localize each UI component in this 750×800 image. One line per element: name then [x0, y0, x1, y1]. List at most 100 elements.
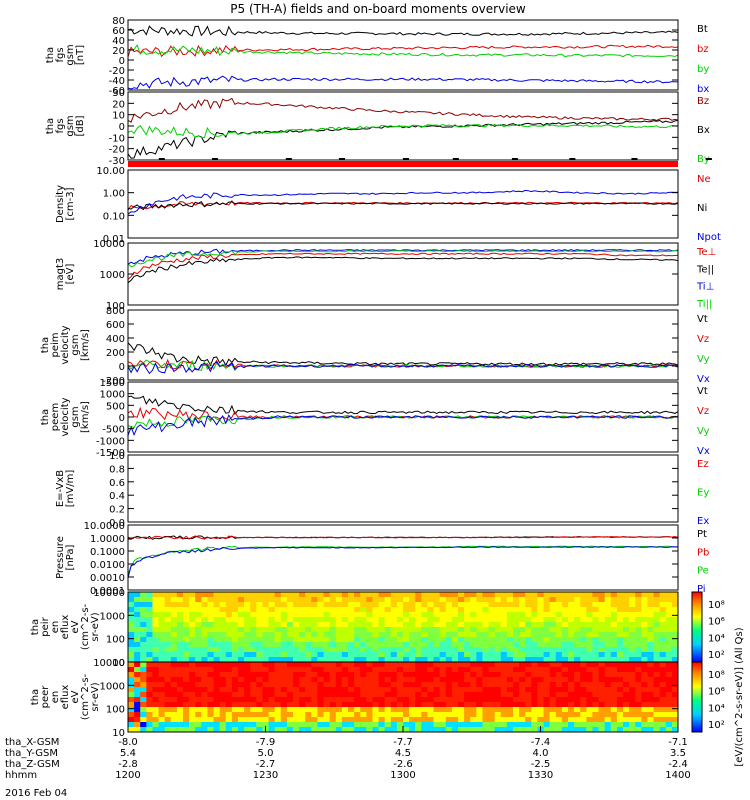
status-mark [285, 158, 292, 160]
panel-5: 800 600 400 200 0 -200 tha peim velocity gsm [km/s… [40, 306, 710, 387]
x-row-label: tha_X-GSM [5, 737, 59, 748]
colorbar-label: [eV/(cm^2-s-sr-eV)] (All Qs) [734, 627, 745, 766]
series-Bx [128, 119, 678, 159]
y-axis-label: Density [55, 185, 66, 223]
y-axis-label: E=-VxB [55, 470, 66, 507]
y-axis-label: (cm^2-s- [80, 603, 91, 650]
date-label: 2016 Feb 04 [5, 788, 67, 799]
y-axis-label: peir [40, 616, 51, 636]
series-bx [128, 75, 678, 90]
legend-bz: bz [697, 44, 709, 55]
series-lines [128, 248, 678, 284]
y-axis-label: gsm [70, 406, 81, 427]
legend-Ey: Ey [697, 488, 709, 499]
y-tick-label: 1000 [100, 611, 125, 622]
x-tick-label: 5.4 [120, 748, 136, 759]
series-Ti|| [128, 250, 678, 268]
y-axis-label: [nT] [75, 45, 86, 65]
y-tick-label: 0.0 [109, 518, 125, 529]
y-axis-label: sr-eV) [90, 612, 101, 641]
y-tick-label: 0 [119, 413, 125, 424]
series-Te|| [128, 256, 678, 284]
legend-Ti⊥: Ti⊥ [696, 282, 714, 293]
series-Bt [128, 25, 678, 37]
y-axis-label: peim [50, 332, 61, 357]
legend-Ni: Ni [697, 203, 707, 214]
y-tick-label: 40 [112, 36, 125, 47]
legend-Vx: Vx [697, 374, 710, 385]
series-lines [128, 395, 678, 437]
y-axis-label: [dB] [75, 115, 86, 136]
y-axis-label: tha [40, 409, 51, 425]
y-axis-label: eflux [60, 685, 71, 710]
y-axis-label: eflux [60, 615, 71, 640]
legend-Vt: Vt [697, 314, 708, 325]
legend-Te||: Te|| [696, 264, 714, 275]
x-tick-label: -2.6 [393, 759, 413, 770]
legend-Pi: Pi [697, 584, 706, 595]
panel-frame [127, 524, 679, 591]
y-axis-label: [mV/m] [65, 470, 76, 508]
series-lines [128, 342, 678, 375]
x-tick-label: 5.0 [258, 748, 274, 759]
series-bz [128, 44, 678, 58]
legend-Vx: Vx [697, 446, 710, 457]
y-tick-label: 0.8 [109, 464, 125, 475]
series-Npot [128, 189, 678, 215]
status-mark [631, 158, 638, 160]
legend-Vy: Vy [697, 426, 710, 437]
x-row-label: hhmm [5, 770, 37, 781]
panel-8: 10.0000 1.0000 0.1000 0.0100 0.0010 0.0001 Pre… [55, 521, 709, 597]
y-tick-label: -40 [109, 76, 125, 87]
x-tick-label: 1400 [665, 770, 690, 781]
legend-Te⊥: Te⊥ [696, 247, 716, 258]
legend-Vy: Vy [697, 354, 710, 365]
x-tick-label: 1200 [115, 770, 140, 781]
x-tick-label: 1330 [528, 770, 553, 781]
y-tick-label: 10.0000 [84, 521, 125, 532]
legend-Pe: Pe [697, 566, 709, 577]
y-axis-label: peer [40, 685, 51, 709]
series-Pb [128, 535, 678, 540]
y-tick-label: 20 [112, 46, 125, 57]
y-tick-label: 800 [106, 306, 125, 317]
y-axis-label: tha [45, 118, 56, 134]
status-mark [705, 158, 712, 160]
colorbar-scale [691, 661, 703, 733]
legend-Pb: Pb [697, 547, 709, 558]
status-mark [338, 158, 345, 160]
y-tick-label: -60 [109, 86, 125, 97]
x-axis: tha_X-GSM -8.0 -7.9 -7.7 -7.4 -7.1 tha_Y-GSM 5.… [5, 726, 691, 781]
x-tick-label: -8.0 [118, 737, 138, 748]
y-axis-label: tha [30, 689, 41, 705]
x-tick-label: -7.1 [668, 737, 688, 748]
x-row-label: tha_Y-GSM [5, 748, 58, 759]
status-mark [158, 158, 165, 160]
legend-bx: bx [697, 84, 709, 95]
y-axis-label: [nPa] [65, 544, 76, 570]
status-mark [511, 158, 518, 160]
y-tick-label: 0 [119, 122, 125, 133]
y-axis-label: sr-eV) [90, 682, 101, 711]
y-axis-label: gsm [65, 44, 76, 65]
y-axis-label: peem [50, 403, 61, 431]
y-tick-label: -500 [102, 425, 125, 436]
status-mark [452, 158, 459, 160]
y-tick-label: 1.00 [103, 189, 125, 200]
y-tick-label: 200 [106, 348, 125, 359]
y-tick-label: -30 [109, 156, 125, 167]
y-tick-label: 600 [106, 320, 125, 331]
panel-7: 1.0 0.8 0.6 0.4 0.2 0.0 E=-VxB [mV/m] Ez Ey Ex [55, 451, 709, 529]
colorbar-tick: 10⁸ [708, 670, 725, 681]
y-tick-label: 80 [112, 16, 125, 27]
series-lines [128, 189, 678, 215]
x-tick-label: -7.7 [393, 737, 413, 748]
legend-Vz: Vz [697, 406, 709, 417]
y-tick-label: 30 [112, 88, 125, 99]
y-tick-label: 0.01 [103, 234, 125, 245]
x-tick-label: -2.7 [256, 759, 276, 770]
legend-Pt: Pt [697, 529, 707, 540]
legend-Bz: Bz [697, 96, 709, 107]
